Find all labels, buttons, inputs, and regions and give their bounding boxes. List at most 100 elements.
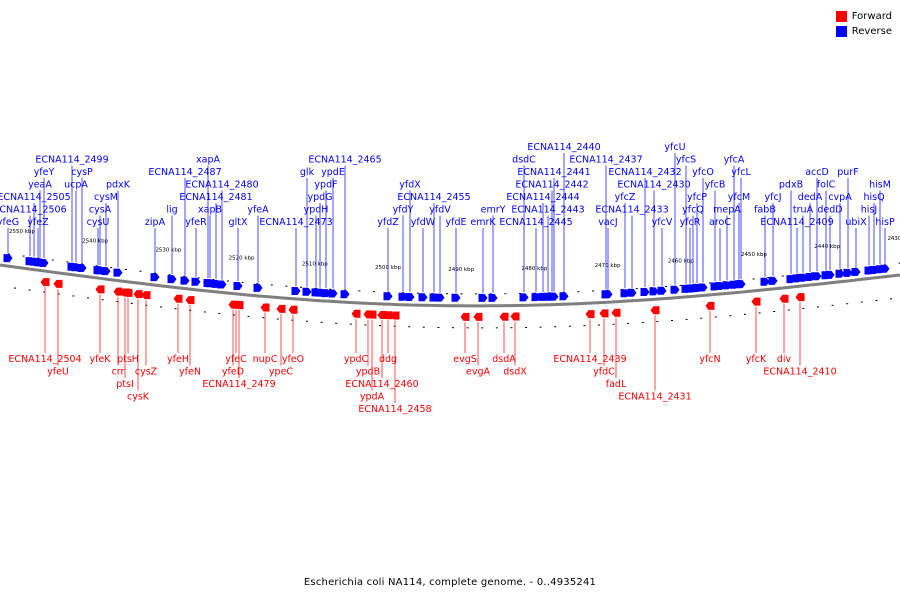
reverse-gene-label: ECNA114_2437 xyxy=(569,155,642,166)
reverse-gene-label: dedD xyxy=(817,205,842,216)
reverse-gene-arrow xyxy=(729,280,739,289)
reverse-gene-label: yfdW xyxy=(411,217,436,228)
forward-gene-arrow xyxy=(510,312,520,321)
reverse-gene-label: yfcM xyxy=(728,192,750,203)
reverse-gene-label: yfcJ xyxy=(765,192,782,203)
genome-backbone xyxy=(0,263,900,308)
reverse-gene-label: hisP xyxy=(875,217,895,228)
reverse-gene-label: pdxB xyxy=(779,180,803,191)
reverse-gene-label: ECNA114_2499 xyxy=(35,155,108,166)
forward-gene-arrow xyxy=(611,308,621,317)
reverse-gene-label: aroC xyxy=(709,217,731,228)
reverse-gene-label: cysU xyxy=(87,217,110,228)
reverse-gene-label: ECNA114_2442 xyxy=(515,180,588,191)
reverse-gene-label: yeaA xyxy=(28,180,52,191)
forward-gene-arrow xyxy=(751,297,761,306)
reverse-gene-arrow xyxy=(722,281,732,290)
reverse-gene-label: purF xyxy=(837,167,858,178)
reverse-gene-arrow xyxy=(203,279,213,288)
reverse-gene-labels: yfeGECNA114_2506 ECNA114_2505 yfeZ yeaA yfeY… xyxy=(0,142,895,228)
reverse-gene-arrow xyxy=(77,264,87,273)
forward-gene-label: yfcK xyxy=(746,354,767,365)
reverse-gene-label: yfcA xyxy=(724,155,745,166)
reverse-gene-label: yfeG xyxy=(0,217,19,228)
reverse-gene-arrow xyxy=(698,283,708,292)
reverse-gene-label: xapB xyxy=(198,205,222,216)
axis-tick-labels: 2550 kbp 2540 kbp 2530 kbp 2520 kbp 2510 kbp… xyxy=(9,229,900,273)
forward-gene-leader-lines xyxy=(44,287,801,403)
axis-tick-label: 2490 kbp xyxy=(448,267,474,273)
reverse-gene-arrow xyxy=(760,277,770,286)
axis-tick-label: 2450 kbp xyxy=(741,252,767,258)
forward-gene-label: yfcN xyxy=(699,354,720,365)
reverse-gene-label: yfcL xyxy=(731,167,751,178)
forward-gene-label: yfeU xyxy=(47,367,69,378)
forward-gene-arrow xyxy=(173,294,183,303)
forward-swatch xyxy=(835,11,847,22)
reverse-gene-label: ucpA xyxy=(64,180,88,191)
reverse-gene-label: yfeY xyxy=(34,167,55,178)
reverse-gene-arrow xyxy=(150,273,160,282)
reverse-gene-label: yfdY xyxy=(393,205,414,216)
reverse-gene-arrow xyxy=(620,289,630,298)
reverse-gene-label: vacJ xyxy=(598,217,617,228)
forward-gene-label: ECNA114_2458 xyxy=(358,404,431,415)
forward-gene-label: ECNA114_2431 xyxy=(618,392,691,403)
forward-gene-arrow xyxy=(377,310,387,319)
forward-gene-label: ypdB xyxy=(356,367,380,378)
forward-gene-arrow xyxy=(276,304,286,313)
reverse-gene-arrow xyxy=(603,290,613,299)
reverse-gene-label: ECNA114_2430 xyxy=(617,180,690,191)
reverse-gene-arrow xyxy=(851,267,861,276)
forward-gene-arrow xyxy=(228,300,238,309)
reverse-gene-arrow xyxy=(710,282,720,291)
reverse-gene-arrow xyxy=(398,292,408,301)
forward-gene-arrows xyxy=(40,278,805,321)
reverse-gene-arrow xyxy=(531,293,541,302)
legend-forward-label: Forward xyxy=(851,11,892,22)
forward-gene-arrow xyxy=(95,285,105,294)
reverse-gene-arrow xyxy=(180,276,190,285)
axis-tick-label: 2430 kbp xyxy=(887,236,900,242)
legend-forward: Forward xyxy=(835,9,892,24)
forward-gene-arrow xyxy=(779,294,789,303)
reverse-gene-label: ECNA114_2487 xyxy=(148,167,221,178)
reverse-gene-label: dsdC xyxy=(512,155,536,166)
reverse-gene-arrow xyxy=(835,269,845,278)
reverse-gene-arrow xyxy=(451,293,461,302)
reverse-gene-label: yfcV xyxy=(652,217,673,228)
reverse-gene-arrow xyxy=(843,268,853,277)
reverse-gene-arrow xyxy=(670,285,680,294)
forward-gene-label: ddg xyxy=(379,354,397,365)
legend-reverse: Reverse xyxy=(835,24,892,39)
reverse-gene-label: mepA xyxy=(713,205,741,216)
forward-gene-label: ECNA114_2439 xyxy=(553,354,626,365)
reverse-gene-label: cysP xyxy=(71,167,93,178)
reverse-gene-arrow xyxy=(640,287,650,296)
reverse-gene-label: ypdH xyxy=(304,205,329,216)
reverse-gene-arrow xyxy=(321,289,331,298)
reverse-gene-arrow xyxy=(657,286,667,295)
forward-gene-arrow xyxy=(599,309,609,318)
reverse-gene-label: accD xyxy=(805,167,829,178)
forward-gene-label: yfeH xyxy=(167,354,189,365)
forward-gene-arrow xyxy=(705,301,715,310)
reverse-gene-label: emrY xyxy=(481,205,506,216)
reverse-gene-label: yfcS xyxy=(676,155,696,166)
reverse-gene-label: folC xyxy=(817,180,836,191)
reverse-gene-arrow xyxy=(681,284,691,293)
forward-gene-label: dsdX xyxy=(503,367,527,378)
reverse-gene-arrow xyxy=(821,271,831,280)
axis-tick-label: 2550 kbp xyxy=(9,229,35,235)
forward-gene-label: ptsI xyxy=(116,379,134,390)
reverse-gene-label: ECNA114_2443 xyxy=(511,205,584,216)
reverse-gene-label: yfcZ xyxy=(615,192,636,203)
forward-gene-arrow xyxy=(185,296,195,305)
reverse-gene-label: truA xyxy=(793,205,814,216)
reverse-gene-arrow xyxy=(291,286,301,295)
reverse-gene-label: dedA xyxy=(798,192,823,203)
reverse-gene-arrow xyxy=(880,264,890,273)
strand-legend: Forward Reverse xyxy=(835,9,892,39)
forward-gene-arrow xyxy=(234,301,244,310)
